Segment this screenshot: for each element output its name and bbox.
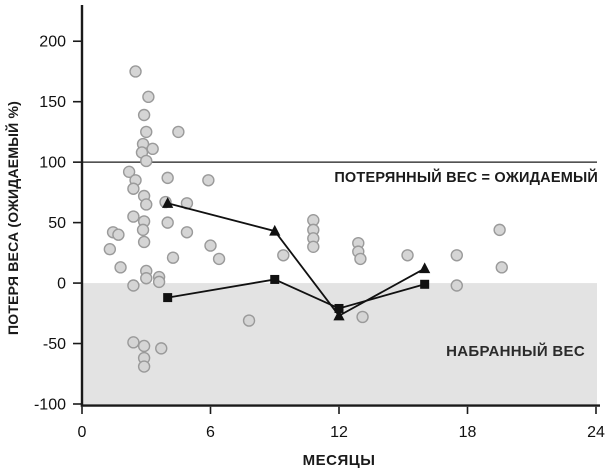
scatter-point — [140, 272, 153, 285]
scatter-point — [127, 279, 140, 292]
scatter-point — [277, 249, 290, 262]
scatter-point — [129, 65, 142, 78]
triangle-marker — [162, 197, 174, 208]
scatter-point — [137, 339, 151, 353]
scatter-point — [127, 336, 140, 349]
scatter-point — [354, 252, 367, 266]
scatter-point — [112, 228, 125, 241]
scatter-point — [140, 198, 153, 211]
y-axis-title: ПОТЕРЯ ВЕСА (ОЖИДАЕМЫЙ %) — [5, 101, 21, 335]
scatter-point — [152, 275, 166, 289]
scatter-point — [137, 360, 151, 373]
scatter-point — [137, 108, 151, 122]
y-tick-label: 200 — [39, 34, 66, 51]
scatter-point — [401, 249, 414, 262]
x-tick-label: 6 — [206, 424, 215, 441]
scatter-point — [140, 125, 153, 139]
x-axis-title: МЕСЯЦЫ — [302, 452, 376, 469]
scatter-point — [140, 154, 153, 168]
y-tick-label: 50 — [48, 215, 66, 232]
scatter-point — [103, 243, 117, 256]
scatter-point — [180, 226, 194, 239]
scatter-point — [307, 240, 320, 254]
y-tick-label: 100 — [39, 155, 66, 172]
y-tick-label: 0 — [57, 276, 66, 293]
triangle-marker — [269, 224, 281, 236]
scatter-point — [137, 235, 151, 249]
triangle-marker — [419, 262, 431, 274]
scatter-point — [204, 239, 217, 252]
scatter-point — [155, 342, 168, 355]
gained-weight-band — [82, 283, 597, 405]
y-tick-label: 150 — [39, 94, 66, 111]
trend-line-triangle — [167, 202, 426, 317]
scatter-point — [493, 223, 506, 237]
y-tick-label: -50 — [43, 336, 66, 353]
scatter-point — [356, 310, 369, 324]
gained-weight-region-label: НАБРАННЫЙ ВЕС — [446, 343, 585, 360]
square-marker — [420, 279, 430, 289]
scatter-point — [202, 174, 215, 187]
scatter-point — [495, 261, 508, 274]
y-tick-label: -100 — [34, 397, 66, 414]
expected-line-annotation: ПОТЕРЯННЫЙ ВЕС = ОЖИДАЕМЫЙ — [334, 170, 598, 186]
scatter-point — [136, 223, 150, 237]
scatter-point — [161, 171, 174, 185]
scatter-point — [172, 125, 185, 139]
triangle-marker — [333, 309, 345, 321]
trend-line-square — [167, 278, 425, 310]
scatter-point — [114, 261, 127, 274]
scatter-point — [146, 142, 159, 156]
x-tick-label: 24 — [587, 424, 605, 441]
square-marker — [270, 274, 280, 284]
scatter-point — [127, 210, 140, 223]
scatter-point — [242, 314, 256, 327]
scatter-point — [161, 216, 174, 229]
scatter-point — [142, 90, 155, 104]
x-tick-label: 0 — [78, 424, 87, 441]
square-marker — [334, 303, 344, 313]
scatter-point — [450, 279, 463, 292]
scatter-point — [127, 182, 140, 195]
scatter-point — [212, 252, 226, 266]
x-tick-label: 18 — [459, 424, 477, 441]
scatter-point — [450, 249, 463, 262]
square-marker — [163, 293, 173, 303]
scatter-point — [166, 251, 180, 264]
x-tick-label: 12 — [330, 424, 348, 441]
scatter-point — [122, 165, 136, 179]
